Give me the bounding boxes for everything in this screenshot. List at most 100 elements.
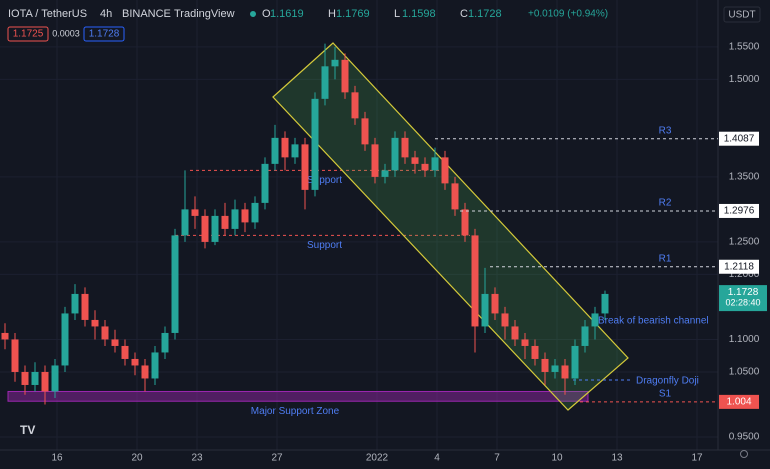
candle-body	[571, 345, 579, 379]
candle-body	[121, 345, 129, 359]
x-tick-label: 20	[131, 453, 143, 464]
x-tick-label: 16	[51, 453, 63, 464]
ohlc-value: 1.1769	[336, 8, 370, 20]
candle-body	[591, 313, 599, 327]
x-tick-label: 10	[551, 453, 563, 464]
ohlc-key: L	[394, 8, 400, 20]
x-tick-label: 27	[271, 453, 283, 464]
candle-body	[221, 215, 229, 229]
annotation: Dragonfly Doji	[636, 376, 699, 387]
ohlc-value: 1.1728	[468, 8, 502, 20]
x-tick-label: 2022	[366, 453, 389, 464]
change: +0.0109 (+0.94%)	[528, 9, 608, 20]
candle-body	[581, 326, 589, 346]
candle-body	[181, 209, 189, 236]
candle-body	[231, 209, 239, 229]
symbol: IOTA / TetherUS	[8, 8, 87, 20]
candle-body	[511, 326, 519, 340]
candle-body	[391, 137, 399, 171]
x-tick-label: 4	[434, 453, 440, 464]
y-tick-label: 1.2500	[729, 237, 760, 248]
level-value: 1.004	[726, 397, 751, 408]
candle-body	[451, 183, 459, 210]
candle-body	[551, 365, 559, 372]
candle-body	[101, 326, 109, 340]
settings-icon[interactable]	[740, 450, 748, 458]
candle-body	[481, 293, 489, 327]
level-tag	[719, 394, 759, 409]
annotation: Break of bearish channel	[598, 316, 709, 327]
candle-body	[61, 313, 69, 366]
candle-body	[471, 235, 479, 327]
candle-body	[411, 157, 419, 164]
ask: 1.1728	[89, 29, 120, 40]
candle-body	[51, 365, 59, 392]
candle-body	[251, 202, 259, 223]
price-tag-countdown: 02:28:40	[725, 297, 760, 307]
interval: 4h	[100, 8, 112, 20]
level-name: R3	[659, 125, 672, 136]
exchange: BINANCE	[122, 8, 171, 20]
candle-body	[441, 157, 449, 184]
level-tag	[719, 259, 759, 274]
bid-box	[7, 26, 49, 42]
candle-body	[21, 371, 29, 385]
level-name: R2	[659, 198, 672, 209]
candle-body	[141, 365, 149, 379]
candle-body	[521, 339, 529, 346]
level-tag	[719, 203, 759, 218]
candle-body	[171, 235, 179, 333]
candle-body	[71, 293, 79, 314]
candle-body	[161, 332, 169, 353]
candle-body	[301, 144, 309, 190]
currency-box	[723, 6, 761, 23]
candle-body	[341, 59, 349, 93]
y-tick-label: 1.5000	[729, 74, 760, 85]
candle-body	[421, 163, 429, 171]
price-tag-value: 1.1728	[728, 287, 759, 298]
candle-body	[41, 371, 49, 392]
zone-label: Major Support Zone	[251, 406, 340, 417]
y-tick-label: 0.9500	[729, 432, 760, 443]
candle-body	[191, 209, 199, 216]
y-tick-label: 1.3500	[729, 172, 760, 183]
candle-body	[321, 66, 329, 99]
candle-body	[361, 118, 369, 145]
candle-body	[151, 352, 159, 379]
candle-body	[211, 215, 219, 242]
tv-logo: TV	[20, 423, 35, 437]
candle-body	[331, 59, 339, 67]
y-tick-label: 1.0500	[729, 367, 760, 378]
spread: 0.0003	[52, 28, 80, 38]
level-tag	[719, 131, 759, 146]
x-tick-label: 23	[191, 453, 203, 464]
candle-body	[91, 319, 99, 327]
candle-body	[601, 293, 609, 314]
candle-body	[291, 144, 299, 158]
support-zone	[7, 390, 589, 402]
candle-body	[31, 371, 39, 385]
x-tick-label: 17	[691, 453, 703, 464]
candle-body	[281, 137, 289, 158]
ohlc-key: C	[460, 8, 468, 20]
candle-body	[381, 170, 389, 177]
candle-body	[491, 293, 499, 314]
candle-body	[401, 137, 409, 158]
candle-body	[531, 345, 539, 359]
ohlc-key: O	[262, 8, 271, 20]
candle-body	[431, 157, 439, 171]
candle-body	[261, 163, 269, 203]
y-tick-label: 1.2000	[729, 269, 760, 280]
bid: 1.1725	[13, 29, 44, 40]
x-tick-label: 7	[494, 453, 500, 464]
candle-body	[201, 215, 209, 242]
candle-body	[501, 313, 509, 327]
level-name: R1	[659, 253, 672, 264]
ohlc-key: H	[328, 8, 336, 20]
candle-body	[541, 358, 549, 372]
candle-body	[561, 365, 569, 379]
level-value: 1.2976	[724, 206, 755, 217]
support-label: Support	[307, 240, 342, 251]
